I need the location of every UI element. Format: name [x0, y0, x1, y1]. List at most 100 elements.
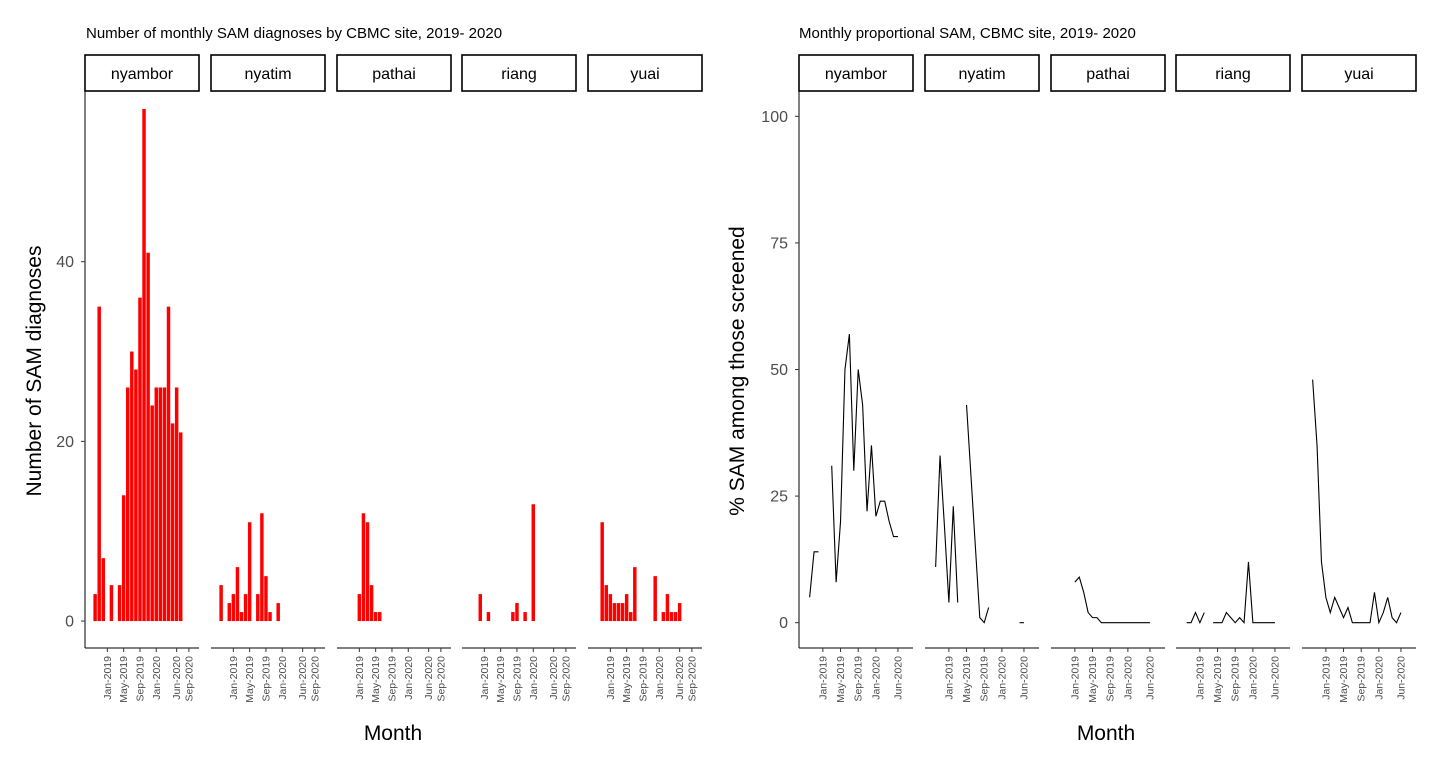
bar	[227, 603, 232, 622]
x-tick-label: May-2019	[118, 656, 130, 703]
right-y-axis-title: % SAM among those screened	[726, 226, 749, 516]
facet-strip	[336, 54, 452, 92]
facet-strip-label: yuai	[630, 66, 659, 83]
x-tick-label: Jan-2019	[943, 656, 955, 700]
x-tick-label: May-2019	[961, 656, 973, 703]
x-tick-label: Jun-2020	[1144, 656, 1156, 700]
x-tick-label: Jan-2019	[228, 656, 240, 700]
bar	[125, 387, 130, 622]
x-tick-label: Jan-2020	[996, 656, 1008, 700]
x-tick-label: Sep-2019	[511, 656, 523, 702]
left-x-axis-title: Month	[364, 722, 422, 745]
bar	[260, 513, 264, 622]
facet-strip	[1301, 54, 1417, 92]
bar	[669, 612, 674, 622]
series-line	[1074, 575, 1150, 624]
x-tick-label: Sep-2019	[979, 656, 991, 702]
x-tick-label: Jan-2020	[151, 656, 163, 700]
y-tick-label: 0	[65, 614, 74, 631]
bar	[239, 612, 244, 622]
x-tick-label: Sep-2019	[386, 656, 398, 702]
facet-strip-label: nyambor	[111, 66, 174, 83]
bar	[624, 594, 629, 622]
x-tick-label: May-2019	[244, 656, 256, 703]
bar	[101, 558, 106, 622]
bar	[268, 612, 272, 622]
bar	[97, 306, 101, 622]
facet-strip-label: pathai	[1086, 66, 1130, 83]
bar	[117, 585, 122, 622]
y-tick-label: 25	[770, 489, 788, 506]
bar	[93, 594, 97, 622]
facet-strip-label: pathai	[372, 66, 416, 83]
x-tick-label: Jan-2020	[528, 656, 540, 700]
bar	[264, 576, 268, 622]
bar	[158, 387, 163, 622]
bar	[616, 603, 621, 622]
bar	[478, 594, 483, 622]
facet-strip-label: yuai	[1344, 66, 1373, 83]
facet-riang: riang Jan-2019 May-2019 Sep-2019 Jan-2020 Jun…	[1175, 54, 1291, 703]
facet-yuai: yuai Jan-2019 May-2019 Sep-2019 Jan-2020 Jun-…	[1301, 54, 1417, 703]
facet-strip	[461, 54, 577, 92]
facet-nyambor: nyambor Jan-2019 May-2019 Sep-2019 Jan-2020 J…	[84, 54, 200, 703]
bar	[154, 387, 159, 622]
bar	[531, 504, 536, 622]
bar	[515, 603, 519, 622]
facet-strip-label: nyambor	[825, 66, 888, 83]
bar	[673, 612, 678, 622]
x-tick-label: May-2019	[1212, 656, 1224, 703]
facet-riang: riang Jan-2019 May-2019 Sep-2019 Jan-2020 Jun…	[461, 54, 577, 703]
bar	[150, 405, 154, 622]
x-tick-label: Jun-2020	[674, 656, 686, 700]
bar	[162, 387, 167, 622]
x-tick-label: Sep-2019	[1105, 656, 1117, 702]
y-tick-label: 100	[761, 109, 788, 126]
bar	[523, 612, 527, 622]
x-tick-label: Sep-2020	[560, 656, 572, 702]
bar	[138, 297, 142, 622]
facet-strip-label: riang	[1215, 66, 1251, 83]
facet-strip-label: nyatim	[958, 66, 1005, 83]
x-tick-label: Jan-2019	[354, 656, 366, 700]
x-tick-label: Sep-2019	[1230, 656, 1242, 702]
right-chart-title: Monthly proportional SAM, CBMC site, 201…	[799, 25, 1136, 42]
right-chart: 0 25 50 75 100 nyambor Jan-2019 May-2019 Sep-201…	[761, 54, 1417, 703]
bar	[276, 603, 280, 622]
x-tick-label: Jan-2020	[277, 656, 289, 700]
facet-strip-label: riang	[501, 66, 537, 83]
x-tick-label: Jan-2020	[1247, 656, 1259, 700]
bar	[243, 594, 248, 622]
bar	[377, 612, 382, 622]
x-tick-label: Jun-2020	[171, 656, 183, 700]
series-line	[1213, 561, 1275, 625]
x-tick-label: Sep-2019	[260, 656, 272, 702]
bar	[121, 495, 126, 622]
left-y-axis-title: Number of SAM diagnoses	[23, 246, 46, 497]
bar	[178, 432, 183, 622]
bar	[235, 567, 240, 622]
x-tick-label: May-2019	[835, 656, 847, 703]
x-tick-label: Sep-2019	[637, 656, 649, 702]
left-chart: 0 20 40 nyambor Jan-2019 May-2019 Sep-2019 Jan-…	[56, 54, 703, 703]
x-tick-label: May-2019	[621, 656, 633, 703]
facet-pathai: pathai Jan-2019 May-2019 Sep-2019 Jan-2020 Ju…	[336, 54, 452, 703]
bar	[142, 108, 146, 622]
bar	[219, 585, 223, 622]
x-tick-label: Sep-2020	[435, 656, 447, 702]
bar	[653, 576, 657, 622]
x-tick-label: Jan-2019	[1069, 656, 1081, 700]
series-line	[809, 551, 819, 598]
bar	[665, 594, 670, 622]
bar	[620, 603, 625, 622]
x-tick-label: Jan-2019	[102, 656, 114, 700]
x-tick-label: Jun-2020	[892, 656, 904, 700]
series-line	[935, 455, 959, 603]
bar	[604, 585, 609, 622]
bar	[511, 612, 515, 622]
facet-strip	[924, 54, 1040, 92]
x-tick-label: May-2019	[1087, 656, 1099, 703]
bar	[612, 603, 617, 622]
y-tick-label: 20	[56, 434, 74, 451]
